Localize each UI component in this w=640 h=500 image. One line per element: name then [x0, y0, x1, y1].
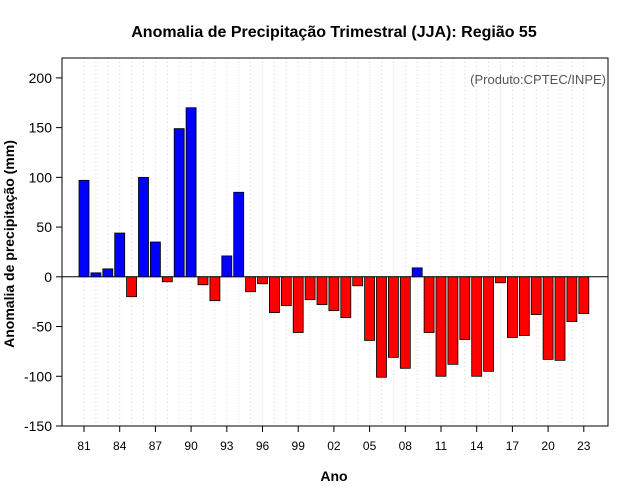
bar-2018	[518, 276, 530, 336]
x-tick-label: 90	[184, 439, 198, 453]
bar-1996	[257, 276, 268, 285]
bar-2005	[364, 276, 376, 341]
bar-2019	[530, 276, 542, 316]
credit-label: (Produto:CPTEC/INPE)	[470, 72, 606, 87]
bar-2011	[435, 276, 447, 377]
plot-frame	[61, 57, 609, 427]
bar-2008	[399, 276, 411, 369]
bar-2014	[471, 276, 483, 377]
bar-1983	[102, 268, 114, 278]
bar-2022	[566, 276, 578, 322]
bar-1990	[185, 107, 197, 278]
bar-2017	[506, 276, 518, 338]
bar-2000	[304, 276, 316, 301]
bar-2012	[447, 276, 459, 365]
y-tick-label: -150	[24, 418, 52, 434]
y-tick-label: 200	[29, 70, 53, 86]
bar-1988	[161, 276, 173, 283]
y-tick-label: 0	[44, 269, 52, 285]
bar-2003	[340, 276, 352, 318]
bar-1999	[292, 276, 304, 333]
y-tick-label: -100	[24, 368, 52, 384]
x-tick-label: 11	[435, 439, 448, 453]
y-axis-label: Anomalia de precipitação (mm)	[1, 140, 17, 348]
x-tick-label: 08	[399, 439, 413, 453]
bar-2021	[554, 276, 566, 361]
x-tick-label: 87	[149, 439, 163, 453]
x-tick-label: 17	[506, 439, 520, 453]
x-axis-label: Ano	[320, 468, 347, 484]
bar-2016	[495, 276, 506, 284]
x-tick-label: 81	[77, 439, 91, 453]
bar-2004	[352, 276, 364, 287]
bar-1998	[280, 276, 292, 307]
y-tick-label: -50	[32, 319, 52, 335]
bar-2001	[316, 276, 328, 306]
bar-2010	[423, 276, 435, 333]
x-tick-label: 05	[363, 439, 377, 453]
bar-1991	[197, 276, 209, 286]
bar-2020	[542, 276, 554, 360]
bar-1987	[149, 241, 161, 278]
bar-1997	[268, 276, 280, 314]
bar-2013	[459, 276, 471, 340]
bar-1985	[126, 276, 137, 298]
bar-1993	[221, 255, 233, 278]
x-axis: 81 84 87 90 93 96 99 02 05 08 11 14 17 20 23	[77, 426, 591, 453]
bar-1982	[90, 272, 102, 278]
bar-2009	[411, 267, 423, 278]
y-tick-label: 50	[36, 219, 52, 235]
chart-title: Anomalia de Precipitação Trimestral (JJA…	[131, 24, 537, 41]
bar-1989	[173, 128, 185, 278]
bar-2006	[376, 276, 387, 378]
bar-1986	[138, 176, 149, 278]
bar-1992	[209, 276, 221, 302]
x-tick-label: 96	[256, 439, 270, 453]
x-tick-label: 84	[113, 439, 127, 453]
bar-1981	[78, 179, 90, 278]
y-tick-label: 150	[29, 120, 53, 136]
bar-1984	[114, 232, 126, 278]
x-tick-label: 23	[577, 439, 591, 453]
x-tick-label: 14	[470, 439, 484, 453]
x-tick-label: 02	[327, 439, 341, 453]
bar-2002	[328, 276, 340, 312]
bars	[78, 107, 590, 378]
x-tick-label: 99	[292, 439, 306, 453]
bar-2007	[387, 276, 399, 358]
bar-1995	[245, 276, 257, 293]
x-tick-label: 93	[220, 439, 234, 453]
y-axis: 200 150 100 50 0 -50 -100 -150	[24, 70, 62, 434]
bar-1994	[233, 191, 245, 278]
x-tick-label: 20	[541, 439, 555, 453]
bar-2023	[578, 276, 590, 315]
y-tick-label: 100	[29, 169, 53, 185]
bar-2015	[483, 276, 495, 372]
